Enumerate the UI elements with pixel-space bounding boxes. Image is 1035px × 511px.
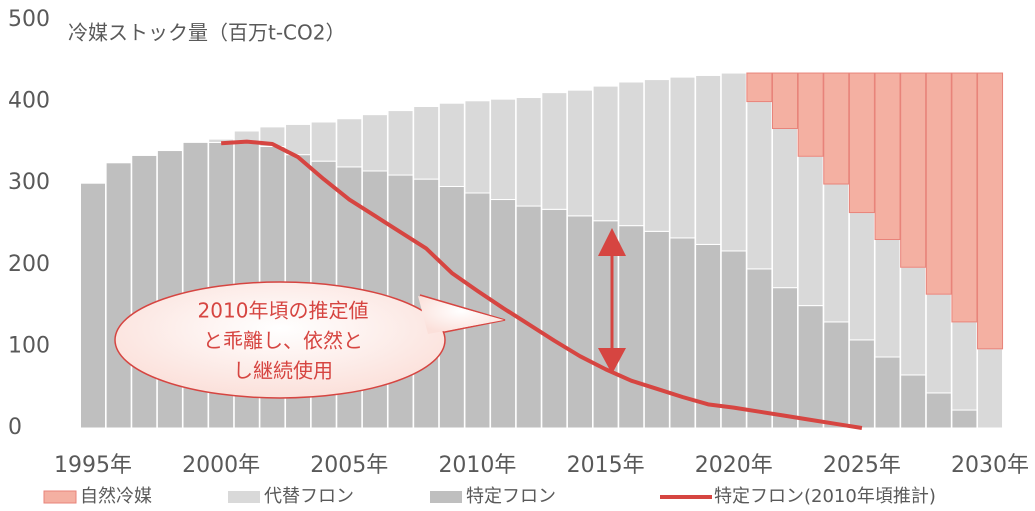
bar-segment [310,121,337,162]
bar-segment [643,230,670,429]
legend-swatch [43,490,77,504]
legend-label: 自然冷媒 [80,486,152,507]
bar-segment [874,72,901,241]
bar-segment [823,183,850,323]
line [221,139,863,430]
bar-segment [413,105,440,180]
arrow-head [598,348,626,374]
bar-segment [285,123,312,156]
chart-title: 冷媒ストック量（百万t-CO2） [68,21,346,45]
bar-segment [925,293,952,394]
bar-segment [772,287,799,429]
bar-segment [669,76,696,239]
bar-segment [515,97,542,207]
bar-segment [925,72,952,295]
bar-segment [977,348,1004,429]
annotation: 2010年頃の推定値 [198,299,369,323]
y-tick-label: 400 [8,89,50,114]
bar-segment [951,321,978,411]
x-tick-label: 2005年 [310,453,388,478]
bar-segment [720,72,747,252]
y-tick-label: 200 [8,252,50,277]
legend-label: 代替フロン [264,486,354,507]
y-tick-label: 0 [8,415,22,440]
bar-segment [131,154,158,429]
bar-segment [746,72,773,103]
arrow-head [598,228,626,256]
bar-segment [490,98,517,201]
legend-label: 特定フロン [466,486,556,507]
legend-label: 特定フロン(2010年頃推計) [714,486,936,507]
bar-segment [925,392,952,429]
bar-segment [772,72,799,130]
y-tick-label: 300 [8,170,50,195]
x-tick-label: 2020年 [695,453,773,478]
bar-segment [874,356,901,429]
callout [114,281,446,399]
bar-segment [951,409,978,429]
bar-segment [361,114,388,172]
y-tick-label: 500 [8,7,50,32]
bar-segment [977,72,1004,350]
bar-segment [848,339,875,429]
bar-segment [900,72,927,268]
bar-segment [848,212,875,341]
bar-segment [541,208,568,429]
bar-segment [387,110,414,176]
bar-segment [797,305,824,429]
bar-segment [720,250,747,429]
annotation: と乖離し、依然と [203,329,363,353]
bar-segment [900,266,927,376]
bar-segment [797,72,824,157]
x-tick-label: 2025年 [823,453,901,478]
bar-segment [874,239,901,358]
bar-segment [438,102,465,187]
bar-segment [772,128,799,289]
bar-segment [746,101,773,270]
bar-segment [336,118,363,168]
bar-segment [823,321,850,429]
x-tick-label: 2010年 [438,453,516,478]
x-tick-label: 2030年 [951,453,1029,478]
annotation: し継続使用 [233,359,333,383]
x-tick-label: 2000年 [182,453,260,478]
bar-segment [951,72,978,323]
bar-segment [592,85,619,222]
bar-segment [746,268,773,429]
legend-swatch [228,491,260,503]
bar-segment [566,89,593,217]
x-tick-label: 1995年 [54,453,132,478]
bar-segment [848,72,875,214]
bar-segment [618,81,645,227]
bar-segment [695,243,722,429]
callout-join [418,296,504,334]
x-tick-label: 2015年 [567,453,645,478]
y-tick-label: 100 [8,333,50,358]
bar-segment [900,374,927,429]
bar-segment [797,155,824,307]
bar-segment [643,79,670,232]
bar-segment [105,162,132,429]
bar-segment [80,182,106,429]
legend-swatch [430,491,462,503]
bar-segment [823,72,850,185]
bar-segment [566,215,593,429]
bar-segment [541,92,568,210]
bar-segment [695,74,722,245]
bar-segment [464,100,491,194]
